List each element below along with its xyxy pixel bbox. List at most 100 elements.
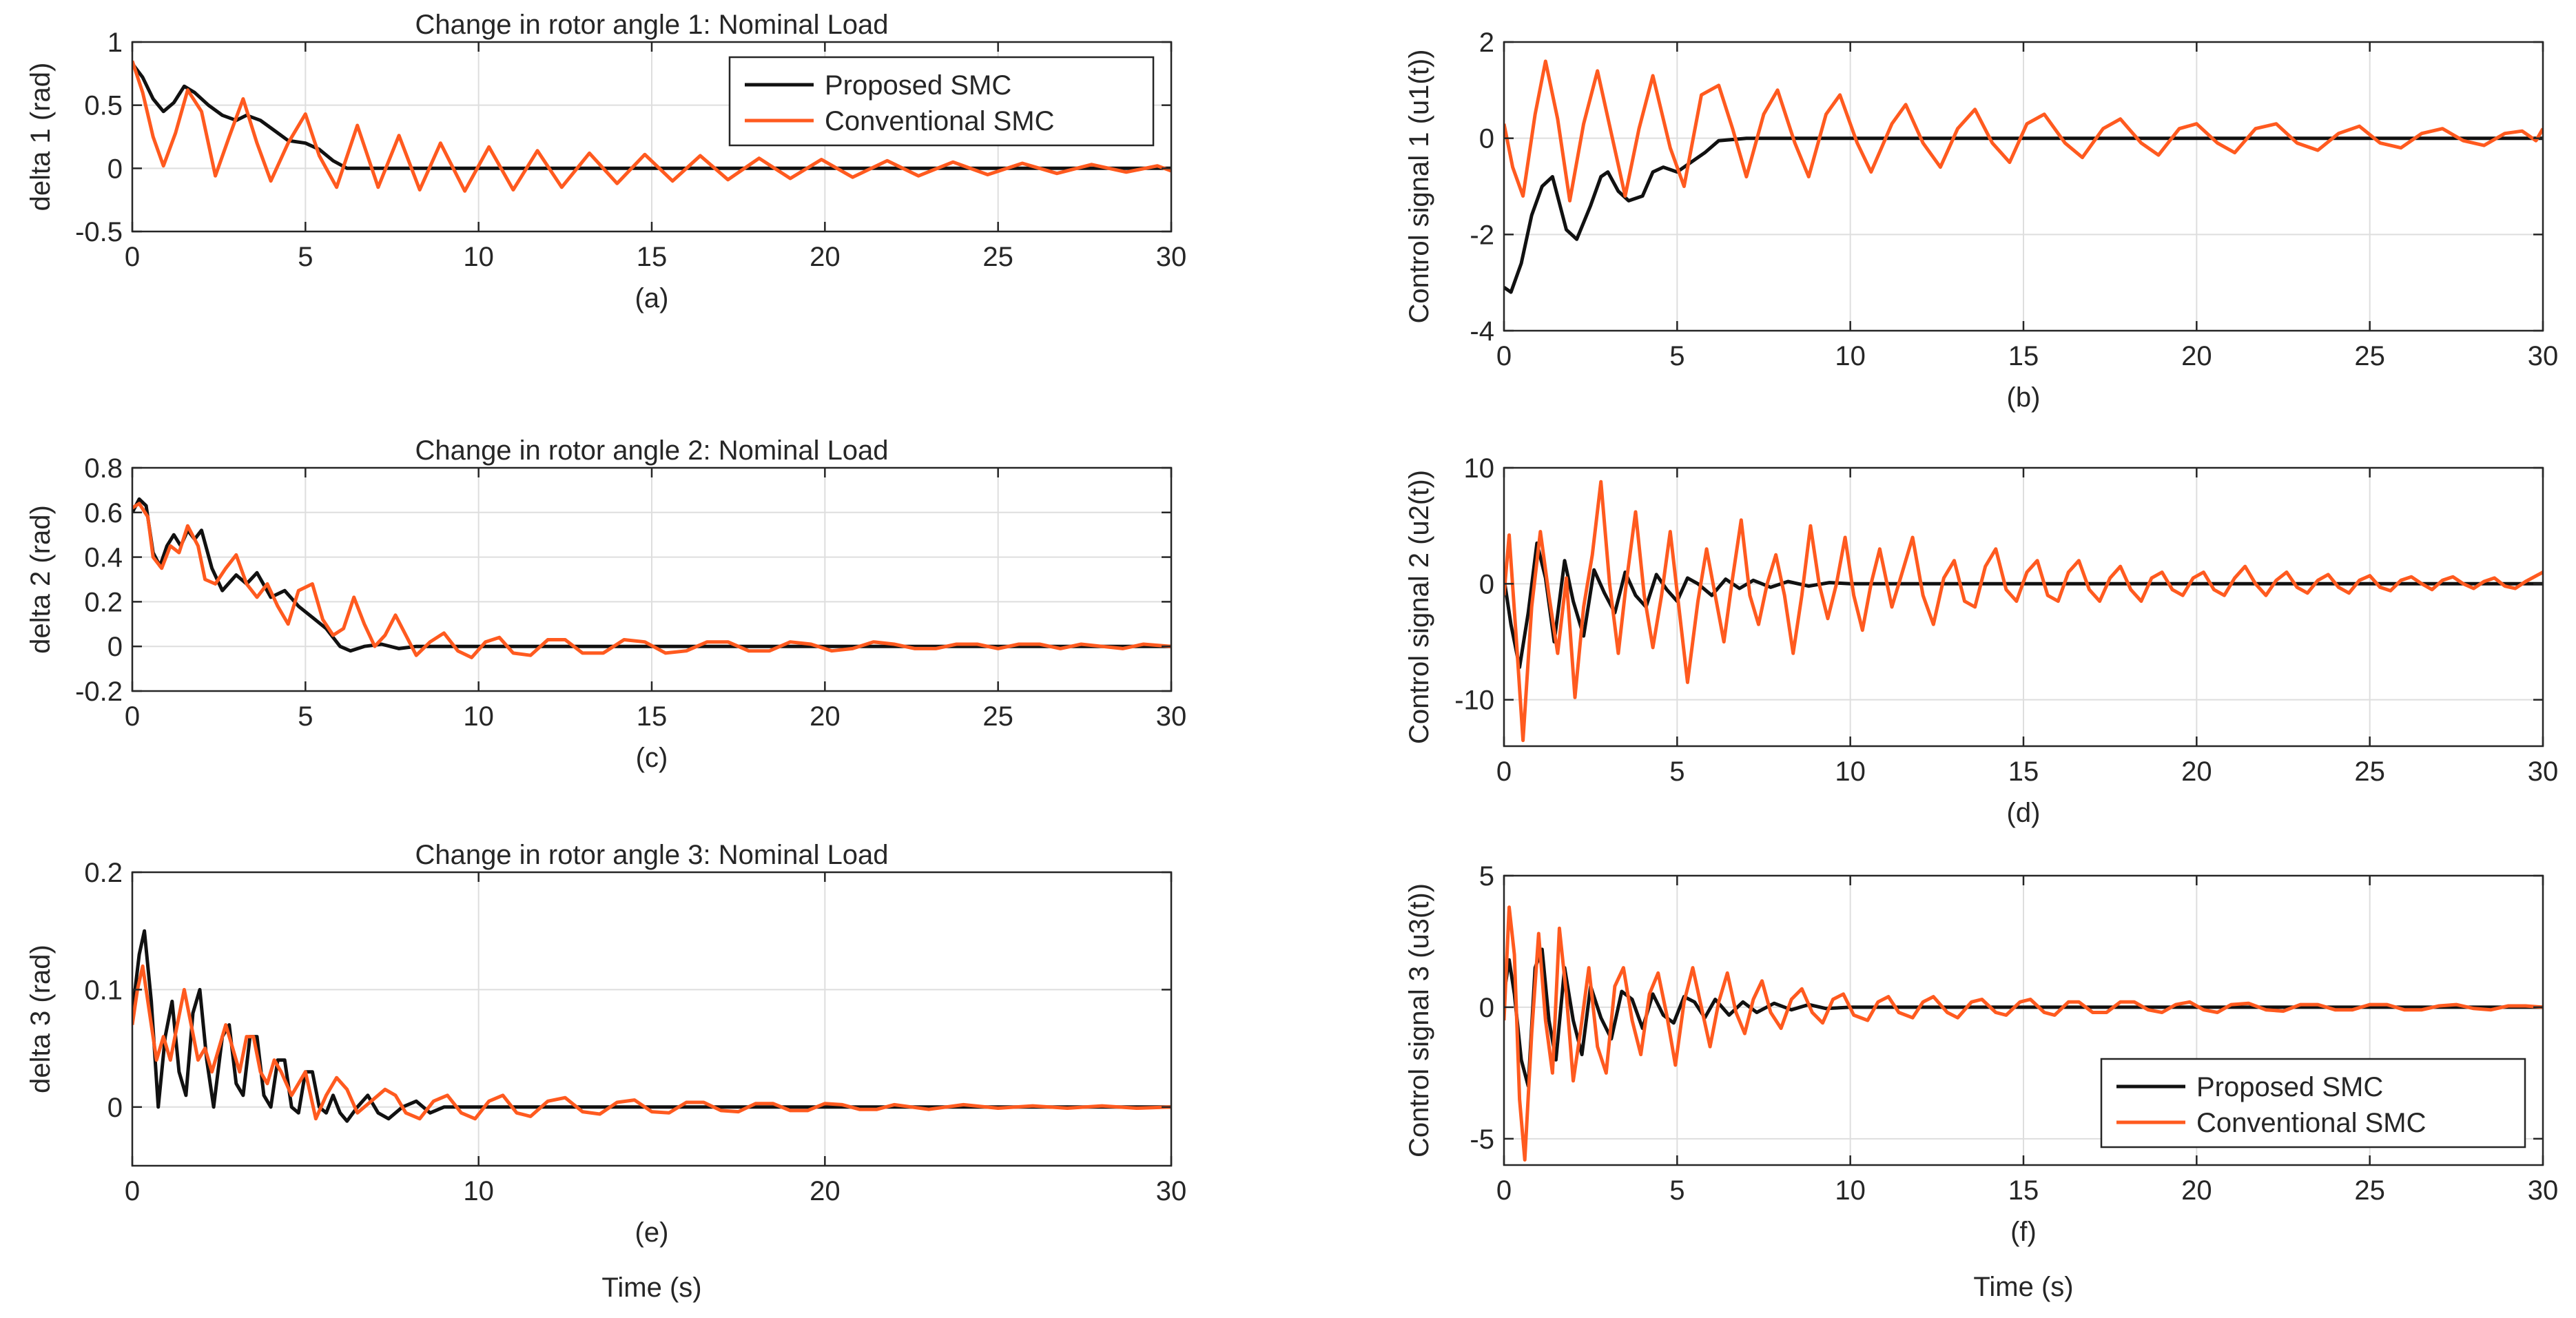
x-tick-label: 0 — [1496, 341, 1512, 371]
series-line-conventional-smc — [1504, 59, 2543, 203]
x-tick-label: 30 — [1156, 242, 1187, 272]
y-tick-label: 0.4 — [84, 543, 123, 573]
y-axis-label: Control signal 1 (u1(t)) — [1404, 50, 1434, 324]
x-tick-label: 0 — [125, 242, 140, 272]
legend: Proposed SMC Conventional SMC — [728, 56, 1155, 147]
x-tick-label: 5 — [298, 242, 313, 272]
y-tick-label: 10 — [1464, 453, 1495, 484]
legend-box — [2100, 1058, 2526, 1149]
panel-caption: (c) — [636, 743, 668, 773]
y-tick-label: 0.1 — [84, 975, 123, 1005]
x-tick-label: 15 — [2008, 1175, 2039, 1206]
x-tick-label: 25 — [982, 242, 1013, 272]
series-line-conventional-smc — [132, 60, 1171, 193]
chart-title: Change in rotor angle 3: Nominal Load — [415, 840, 888, 870]
y-tick-label: 0 — [1479, 993, 1494, 1023]
x-tick-label: 0 — [1496, 1175, 1512, 1206]
y-tick-label: -5 — [1470, 1124, 1494, 1155]
x-tick-label: 5 — [1669, 341, 1684, 371]
x-tick-label: 10 — [463, 1176, 494, 1206]
y-tick-label: 0 — [1479, 124, 1494, 154]
y-axis-label: delta 1 (rad) — [25, 63, 56, 212]
x-tick-label: 0 — [1496, 756, 1512, 787]
y-tick-label: -10 — [1454, 686, 1494, 716]
y-tick-label: -0.5 — [75, 217, 123, 247]
x-axis-label: Time (s) — [1973, 1272, 2073, 1302]
x-tick-label: 30 — [2528, 341, 2559, 371]
x-axis-label: Time (s) — [601, 1273, 701, 1303]
x-tick-label: 30 — [1156, 701, 1187, 732]
y-axis-label: Control signal 3 (u3(t)) — [1404, 883, 1434, 1157]
x-tick-label: 30 — [2528, 756, 2559, 787]
legend: Proposed SMC Conventional SMC — [2100, 1058, 2526, 1149]
series-line-conventional-smc — [132, 964, 1171, 1121]
y-tick-label: 0 — [107, 632, 123, 662]
x-tick-label: 20 — [2181, 756, 2212, 787]
series-line-proposed-smc — [132, 929, 1171, 1123]
chart-title: Change in rotor angle 2: Nominal Load — [415, 435, 888, 466]
x-tick-label: 10 — [463, 242, 494, 272]
x-tick-label: 5 — [1669, 1175, 1684, 1206]
y-tick-label: 2 — [1479, 28, 1494, 58]
y-tick-label: -2 — [1470, 220, 1494, 250]
x-tick-label: 10 — [1835, 1175, 1866, 1206]
y-tick-label: 5 — [1479, 861, 1494, 892]
x-tick-label: 25 — [982, 701, 1013, 732]
x-tick-label: 0 — [125, 701, 140, 732]
legend-label: Proposed SMC — [2196, 1072, 2383, 1102]
y-tick-label: 0.5 — [84, 91, 123, 121]
y-tick-label: 0.2 — [84, 858, 123, 888]
series-line-proposed-smc — [1504, 136, 2543, 294]
panel-caption: (a) — [635, 283, 669, 313]
y-tick-label: 0.6 — [84, 498, 123, 528]
legend-box — [728, 56, 1155, 147]
x-tick-label: 20 — [810, 701, 841, 732]
panel-caption: (e) — [635, 1217, 669, 1248]
y-tick-label: -4 — [1470, 316, 1494, 347]
y-tick-label: 0.2 — [84, 587, 123, 617]
chart-title: Change in rotor angle 1: Nominal Load — [415, 10, 888, 40]
x-tick-label: 30 — [2528, 1175, 2559, 1206]
x-tick-label: 20 — [810, 242, 841, 272]
x-tick-label: 10 — [463, 701, 494, 732]
chart-d: 0 5 10 15 20 25 30 -10 0 10 Control signal 2 (u2(t… — [1404, 453, 2558, 828]
y-tick-label: 0 — [107, 154, 123, 184]
x-tick-label: 10 — [1835, 756, 1866, 787]
x-tick-label: 25 — [2354, 341, 2385, 371]
x-tick-label: 20 — [2181, 1175, 2212, 1206]
series-line-proposed-smc — [132, 497, 1171, 653]
legend-label: Proposed SMC — [825, 70, 1011, 101]
chart-b: 0 5 10 15 20 25 30 -4 -2 0 2 Control signal 1 (u1(t… — [1404, 28, 2558, 413]
y-axis-label: Control signal 2 (u2(t)) — [1404, 470, 1434, 744]
x-tick-label: 25 — [2354, 1175, 2385, 1206]
panel-caption: (d) — [2007, 798, 2041, 828]
panel-caption: (b) — [2007, 382, 2041, 413]
x-tick-label: 5 — [298, 701, 313, 732]
legend-label: Conventional SMC — [2196, 1108, 2426, 1138]
x-tick-label: 20 — [2181, 341, 2212, 371]
x-tick-label: 15 — [2008, 756, 2039, 787]
series-line-proposed-smc — [132, 62, 1171, 170]
x-tick-label: 0 — [125, 1176, 140, 1206]
y-tick-label: -0.2 — [75, 677, 123, 707]
x-tick-label: 30 — [1156, 1176, 1187, 1206]
y-tick-label: 0 — [1479, 569, 1494, 599]
x-tick-label: 25 — [2354, 756, 2385, 787]
plot-frame — [131, 871, 1173, 1167]
series-line-conventional-smc — [1504, 480, 2543, 743]
y-tick-label: 1 — [107, 28, 123, 58]
chart-e: 0 10 20 30 0 0.1 0.2 Change in rotor angle 3: N… — [25, 840, 1186, 1303]
x-tick-label: 15 — [637, 242, 668, 272]
series-line-conventional-smc — [1504, 905, 2543, 1162]
series-line-conventional-smc — [132, 502, 1171, 659]
x-tick-label: 15 — [2008, 341, 2039, 371]
x-tick-label: 15 — [637, 701, 668, 732]
y-tick-label: 0 — [107, 1093, 123, 1123]
legend-label: Conventional SMC — [825, 106, 1055, 136]
x-tick-label: 5 — [1669, 756, 1684, 787]
y-axis-label: delta 3 (rad) — [25, 945, 56, 1093]
